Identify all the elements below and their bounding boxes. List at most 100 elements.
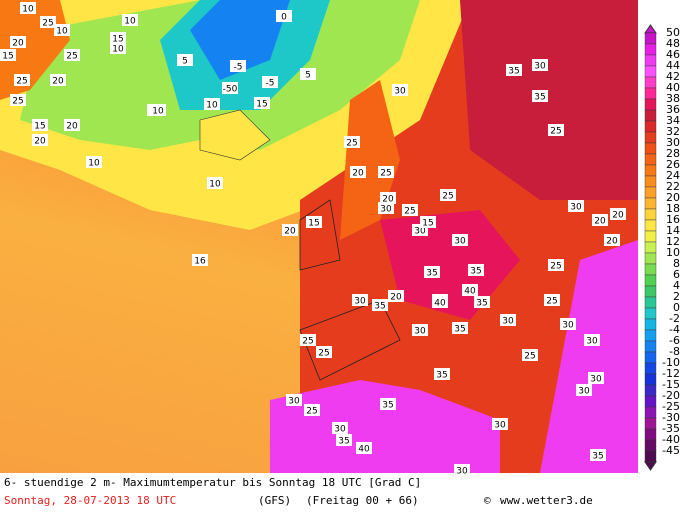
map-label: 30 <box>452 234 468 247</box>
legend-label: 24 <box>666 169 680 182</box>
map-label: 30 <box>332 422 348 435</box>
map-label: 10 <box>204 98 220 111</box>
footer-date: Sonntag, 28-07-2013 18 UTC <box>4 494 176 507</box>
legend-swatch <box>644 351 657 364</box>
label-text: 35 <box>374 302 385 312</box>
legend-label: -2 <box>669 312 680 325</box>
label-box <box>568 200 584 212</box>
label-text: 15 <box>308 219 319 229</box>
legend-swatch <box>644 98 657 111</box>
label-text: 30 <box>288 397 300 407</box>
map-label: 30 <box>454 464 470 477</box>
legend-swatch <box>644 395 657 408</box>
legend-label: 14 <box>666 224 680 237</box>
map-label: 30 <box>378 202 394 215</box>
legend-swatch <box>644 186 657 199</box>
map-label: 20 <box>380 192 396 205</box>
label-box <box>532 90 548 102</box>
map-label: 35 <box>532 90 548 103</box>
legend-label: 26 <box>666 158 680 171</box>
map-label: 25 <box>440 189 456 202</box>
legend-swatch <box>644 428 657 441</box>
label-box <box>492 418 508 430</box>
footer-copyright: © <box>484 494 491 507</box>
label-text: 40 <box>358 445 370 455</box>
legend-swatch <box>644 65 657 78</box>
map-label: 10 <box>86 156 102 169</box>
label-text: 10 <box>22 5 34 15</box>
legend-label: -30 <box>662 411 680 424</box>
map-label: 5 <box>300 68 316 81</box>
label-text: 30 <box>394 87 406 97</box>
label-box <box>306 216 322 228</box>
legend-label: 28 <box>666 147 680 160</box>
legend-swatch <box>644 142 657 155</box>
label-box <box>177 54 193 66</box>
legend-label: 20 <box>666 191 680 204</box>
label-box <box>344 136 360 148</box>
footer-site[interactable]: www.wetter3.de <box>500 494 593 507</box>
label-text: 20 <box>594 217 606 227</box>
label-box <box>350 166 366 178</box>
legend-swatch <box>644 230 657 243</box>
label-box <box>110 32 126 44</box>
label-text: 5 <box>182 57 188 67</box>
map-label: 30 <box>532 59 548 72</box>
map-label: 30 <box>352 294 368 307</box>
map-label: 30 <box>584 334 600 347</box>
legend: 5048464442403836343230282624222018161412… <box>644 24 680 471</box>
legend-label: 10 <box>666 246 680 259</box>
label-box <box>434 368 450 380</box>
map-label: 40 <box>462 284 478 297</box>
legend-label: -25 <box>662 400 680 413</box>
label-box <box>452 322 468 334</box>
label-box <box>440 189 456 201</box>
legend-swatch <box>644 329 657 342</box>
map-label: 25 <box>522 349 538 362</box>
label-box <box>588 372 604 384</box>
label-text: 10 <box>206 101 218 111</box>
label-text: -5 <box>266 79 275 89</box>
label-text: 25 <box>546 297 557 307</box>
map-label: 20 <box>610 208 626 221</box>
label-text: -50 <box>223 85 238 95</box>
map-label: 16 <box>192 254 208 267</box>
label-text: 0 <box>281 13 287 23</box>
map-label: 25 <box>10 94 26 107</box>
label-box <box>402 204 418 216</box>
label-text: 25 <box>16 77 27 87</box>
map-label: 30 <box>568 200 584 213</box>
legend-label: -35 <box>662 422 680 435</box>
legend-swatch <box>644 76 657 89</box>
label-text: 30 <box>534 62 546 72</box>
map-label: 30 <box>500 314 516 327</box>
label-box <box>204 98 220 110</box>
label-box <box>474 296 490 308</box>
legend-swatch <box>644 54 657 67</box>
label-text: 25 <box>524 352 535 362</box>
label-box <box>304 404 320 416</box>
label-text: 30 <box>454 237 466 247</box>
map-label: 25 <box>548 259 564 272</box>
map-label: 25 <box>40 16 56 29</box>
legend-swatch <box>644 450 657 463</box>
legend-label: 2 <box>673 290 680 303</box>
label-box <box>276 10 292 22</box>
label-text: 35 <box>382 401 393 411</box>
label-box <box>262 76 278 88</box>
legend-swatch <box>644 362 657 375</box>
label-text: 30 <box>414 227 426 237</box>
label-text: 5 <box>305 71 311 81</box>
legend-label: -6 <box>669 334 680 347</box>
map-label: 35 <box>474 296 490 309</box>
legend-label: 34 <box>666 114 680 127</box>
label-box <box>576 384 592 396</box>
legend-swatch <box>644 164 657 177</box>
label-text: 20 <box>612 211 624 221</box>
label-box <box>356 442 372 454</box>
label-box <box>300 68 316 80</box>
legend-label: 12 <box>666 235 680 248</box>
label-box <box>424 266 440 278</box>
legend-label: 48 <box>666 37 680 50</box>
legend-swatch <box>644 307 657 320</box>
